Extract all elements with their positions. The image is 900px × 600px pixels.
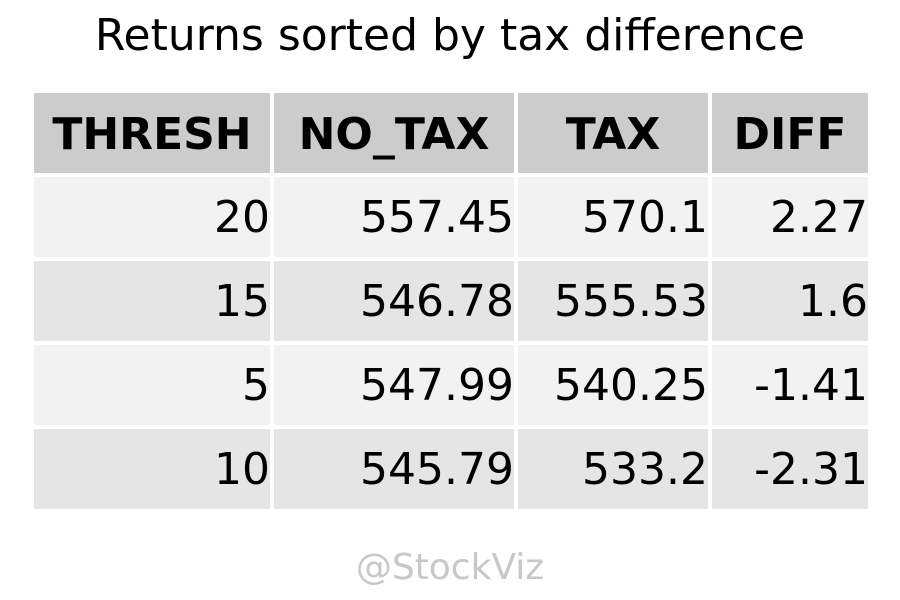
- table-cell-diff: -2.31: [712, 429, 868, 509]
- table-cell-tax: 533.2: [518, 429, 708, 509]
- watermark: @StockViz: [355, 547, 545, 588]
- table-cell-no-tax: 547.99: [274, 345, 514, 425]
- table-cell-diff: 2.27: [712, 177, 868, 257]
- table-row: 20 557.45 570.1 2.27: [34, 177, 868, 257]
- data-table: THRESH NO_TAX TAX DIFF 20 557.45 570.1 2.27 15 5…: [30, 89, 872, 513]
- table-cell-no-tax: 557.45: [274, 177, 514, 257]
- table-cell-diff: 1.6: [712, 261, 868, 341]
- table-cell-thresh: 20: [34, 177, 270, 257]
- table-cell-tax: 570.1: [518, 177, 708, 257]
- column-header-tax: TAX: [518, 93, 708, 173]
- table-cell-tax: 540.25: [518, 345, 708, 425]
- table-cell-thresh: 15: [34, 261, 270, 341]
- table-cell-no-tax: 546.78: [274, 261, 514, 341]
- table-row: 5 547.99 540.25 -1.41: [34, 345, 868, 425]
- table-row: 15 546.78 555.53 1.6: [34, 261, 868, 341]
- table-header-row: THRESH NO_TAX TAX DIFF: [34, 93, 868, 173]
- column-header-diff: DIFF: [712, 93, 868, 173]
- table-cell-diff: -1.41: [712, 345, 868, 425]
- table-cell-tax: 555.53: [518, 261, 708, 341]
- table-cell-thresh: 10: [34, 429, 270, 509]
- column-header-no-tax: NO_TAX: [274, 93, 514, 173]
- table-body: 20 557.45 570.1 2.27 15 546.78 555.53 1.6 5 547.9…: [34, 177, 868, 509]
- table-row: 10 545.79 533.2 -2.31: [34, 429, 868, 509]
- table-cell-no-tax: 545.79: [274, 429, 514, 509]
- table-cell-thresh: 5: [34, 345, 270, 425]
- column-header-thresh: THRESH: [34, 93, 270, 173]
- chart-title: Returns sorted by tax difference: [94, 10, 806, 61]
